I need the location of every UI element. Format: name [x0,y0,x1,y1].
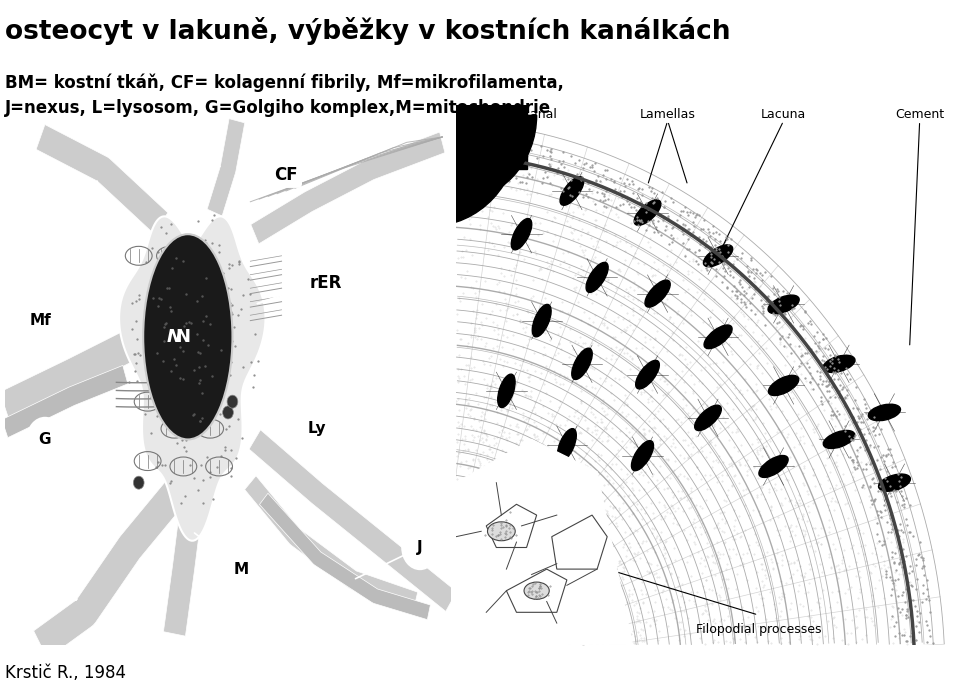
Text: Krstič R., 1984: Krstič R., 1984 [5,664,126,682]
Text: Ly: Ly [308,421,326,436]
Text: rER: rER [310,274,343,292]
Ellipse shape [560,176,584,206]
Text: Haversian canal: Haversian canal [456,108,557,121]
Polygon shape [249,430,457,611]
Circle shape [223,546,260,592]
Ellipse shape [143,234,232,440]
Polygon shape [245,476,418,611]
Polygon shape [431,94,526,169]
Text: BM= kostní tkáň, CF= kolagenní fibrily, Mf=mikrofilamenta,: BM= kostní tkáň, CF= kolagenní fibrily, … [5,73,564,92]
Circle shape [401,525,439,570]
Text: osteocyt v lakuně, výběžky v kostních kanálkách: osteocyt v lakuně, výběžky v kostních ka… [5,17,731,45]
Text: J=nexus, L=lysosom, G=Golgiho komplex,M=mitochondrie: J=nexus, L=lysosom, G=Golgiho komplex,M=… [5,99,551,117]
Ellipse shape [704,325,732,348]
Text: CF: CF [276,167,297,183]
Ellipse shape [512,219,532,250]
Text: Cement: Cement [895,108,945,121]
Ellipse shape [704,245,732,267]
Polygon shape [0,332,131,422]
Ellipse shape [524,582,549,599]
Polygon shape [2,365,128,438]
Circle shape [26,417,63,462]
Text: M: M [234,562,249,576]
Polygon shape [486,505,537,548]
Text: rER: rER [311,275,341,291]
Polygon shape [119,216,266,541]
Ellipse shape [878,474,910,491]
Text: BM: BM [362,365,398,385]
Ellipse shape [695,405,721,431]
Ellipse shape [497,374,516,408]
Ellipse shape [632,441,654,470]
Text: G: G [38,432,51,447]
Wedge shape [456,115,537,202]
Text: Lamellas: Lamellas [639,108,696,121]
Ellipse shape [768,376,799,395]
Text: N: N [176,328,191,346]
Text: J: J [418,540,422,555]
Ellipse shape [759,456,788,477]
Ellipse shape [823,355,855,372]
Circle shape [133,476,144,489]
Ellipse shape [636,360,660,389]
Polygon shape [207,118,245,216]
Ellipse shape [572,348,592,379]
Circle shape [22,298,60,344]
Text: Osteocytes: Osteocytes [512,623,582,636]
Circle shape [223,406,233,419]
Ellipse shape [824,431,854,448]
Ellipse shape [645,280,670,307]
Wedge shape [431,132,519,226]
Ellipse shape [532,305,551,337]
Text: Lacuna: Lacuna [761,108,806,121]
Ellipse shape [587,262,608,293]
Ellipse shape [488,522,516,541]
Text: N: N [167,328,182,346]
Polygon shape [456,440,633,645]
Polygon shape [259,493,430,620]
Polygon shape [163,497,204,636]
Polygon shape [507,569,566,613]
Polygon shape [34,482,184,659]
Ellipse shape [868,404,900,421]
Ellipse shape [635,200,660,225]
Text: Mf: Mf [30,313,52,328]
Text: CF: CF [275,166,298,184]
Circle shape [299,406,336,452]
Polygon shape [552,515,608,569]
Circle shape [228,395,238,408]
Text: Filopodial processes: Filopodial processes [696,623,821,636]
Ellipse shape [768,295,799,314]
Polygon shape [251,132,444,244]
Polygon shape [36,125,168,234]
Ellipse shape [558,429,576,461]
